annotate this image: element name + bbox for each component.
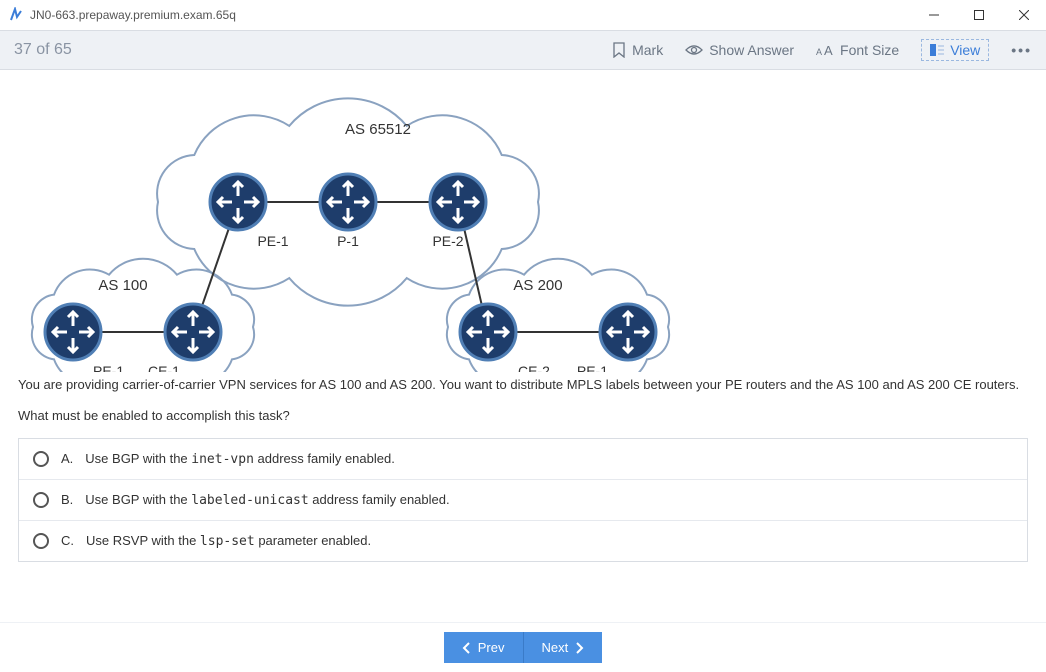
router-node [600,304,656,360]
node-label: P-1 [337,233,359,249]
options-list: A. Use BGP with the inet-vpn address fami… [18,438,1028,562]
node-label: PE-1 [257,233,288,249]
question-counter: 37 of 65 [14,41,590,59]
router-node [165,304,221,360]
chevron-right-icon [576,642,584,654]
prev-label: Prev [478,640,505,655]
show-answer-button[interactable]: Show Answer [685,42,794,58]
close-button[interactable] [1001,0,1046,30]
router-node [430,174,486,230]
option-letter: A. [61,451,73,466]
network-diagram: AS 65512AS 100AS 200PE-1P-1PE-2PE-1CE-1C… [18,82,698,362]
question-body: You are providing carrier-of-carrier VPN… [18,376,1028,395]
prev-button[interactable]: Prev [444,632,524,663]
view-button[interactable]: View [921,39,989,61]
node-label: PE-1 [577,363,608,372]
font-size-icon: AA [816,43,834,57]
radio-icon [33,451,49,467]
diagram-svg: AS 65512 AS 100 AS 200 PE-1 P-1 PE-2 PE-1 CE-1 C… [18,82,698,372]
view-label: View [950,42,980,58]
option-row[interactable]: A. Use BGP with the inet-vpn address fami… [19,439,1027,480]
next-label: Next [542,640,569,655]
maximize-button[interactable] [956,0,1001,30]
node-label: PE-1 [93,363,124,372]
bookmark-icon [612,42,626,58]
option-row[interactable]: B. Use BGP with the labeled-unicast addre… [19,480,1027,521]
option-text: Use RSVP with the lsp-set parameter enab… [86,533,371,549]
svg-text:A: A [816,47,822,57]
option-text: Use BGP with the labeled-unicast address… [85,492,449,508]
more-button[interactable]: ••• [1011,42,1032,58]
node-label: CE-2 [518,363,550,372]
font-size-label: Font Size [840,42,899,58]
next-button[interactable]: Next [524,632,603,663]
content-area: AS 65512 AS 100 AS 200 PE-1 P-1 PE-2 PE-1 CE-1 C… [0,70,1046,622]
radio-icon [33,533,49,549]
router-node [320,174,376,230]
cloud-label: AS 100 [98,277,147,294]
node-label: PE-2 [432,233,463,249]
show-answer-label: Show Answer [709,42,794,58]
window-controls [911,0,1046,30]
radio-icon [33,492,49,508]
app-logo-icon [8,7,24,23]
option-letter: C. [61,533,74,548]
mark-label: Mark [632,42,663,58]
footer: Prev Next [0,622,1046,672]
mark-button[interactable]: Mark [612,42,663,58]
router-node [460,304,516,360]
router-node [210,174,266,230]
font-size-button[interactable]: AA Font Size [816,42,899,58]
node-label: CE-1 [148,363,180,372]
option-letter: B. [61,492,73,507]
eye-icon [685,44,703,56]
titlebar: JN0-663.prepaway.premium.exam.65q [0,0,1046,30]
minimize-button[interactable] [911,0,956,30]
question-prompt: What must be enabled to accomplish this … [18,407,1028,426]
toolbar: 37 of 65 Mark Show Answer AA Font Size V… [0,30,1046,70]
cloud-label: AS 65512 [345,121,411,138]
window-title: JN0-663.prepaway.premium.exam.65q [30,8,911,22]
router-node [45,304,101,360]
chevron-left-icon [462,642,470,654]
option-text: Use BGP with the inet-vpn address family… [85,451,395,467]
cloud-label: AS 200 [513,277,562,294]
option-row[interactable]: C. Use RSVP with the lsp-set parameter en… [19,521,1027,561]
svg-text:A: A [824,43,833,57]
view-icon [930,44,944,56]
